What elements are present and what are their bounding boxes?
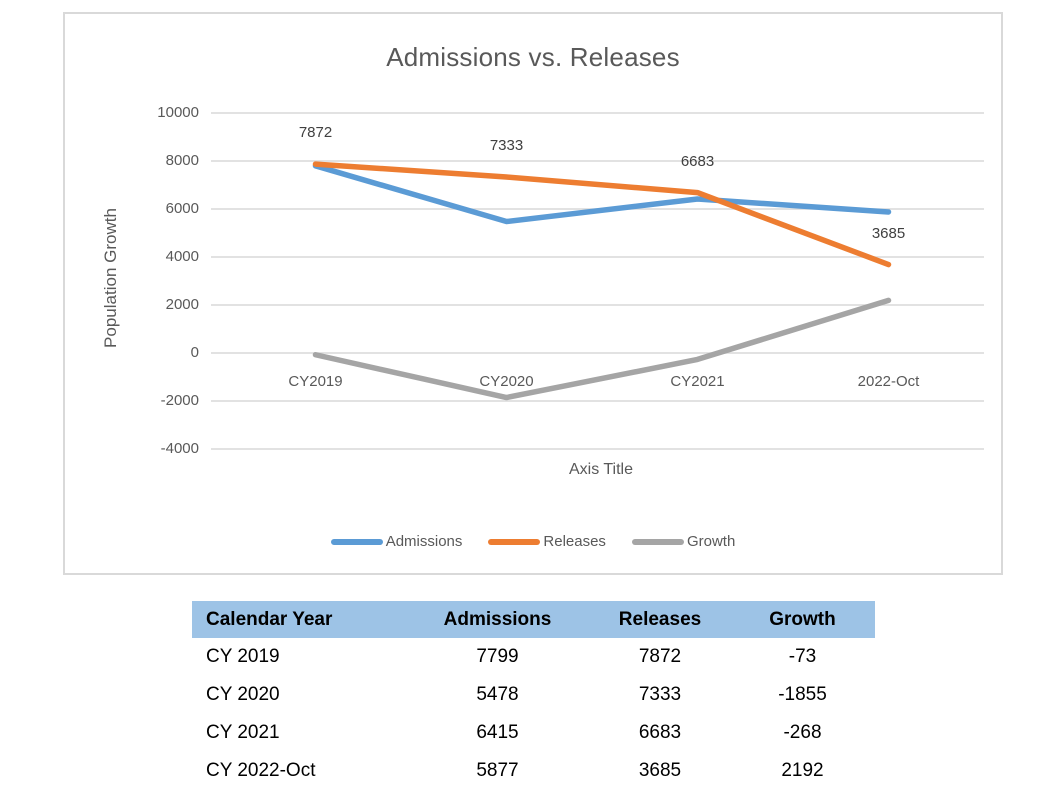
data-label: 7333	[489, 137, 524, 154]
chart-object[interactable]: Admissions vs. Releases Population Growt…	[63, 12, 1003, 575]
table-cell: 5877	[476, 760, 519, 781]
table-cell: 7799	[476, 646, 519, 667]
legend-line-icon	[330, 538, 383, 545]
table-row: CY 2019 7799 7872 -73	[192, 638, 875, 676]
table-cell: 7872	[638, 646, 682, 667]
table-cell: CY 2022-Oct	[206, 760, 316, 781]
table-header-cell: Growth	[730, 601, 875, 638]
table-cell: 6683	[638, 722, 682, 743]
table-row: CY 2021 6415 6683 -268	[192, 714, 875, 752]
x-category-label: CY2019	[288, 373, 343, 390]
y-tick-label: 6000	[165, 200, 199, 217]
table-body: CY 2019 7799 7872 -73 CY 2020 5478 7333 -1855 CY…	[192, 638, 875, 790]
legend-line-icon	[488, 538, 541, 545]
table-header-row: Calendar Year Admissions Releases Growth	[192, 601, 875, 638]
data-table: Calendar Year Admissions Releases Growth CY…	[192, 601, 875, 790]
legend-line-icon	[631, 538, 684, 545]
x-category-label: CY2020	[479, 373, 534, 390]
y-tick-label: -2000	[160, 392, 199, 409]
data-label: 7872	[298, 124, 333, 142]
table-cell: 5478	[476, 684, 519, 705]
table-row: CY 2020 5478 7333 -1855	[192, 676, 875, 714]
table-cell: 6415	[476, 722, 519, 743]
table-cell: 2192	[781, 760, 824, 781]
table-cell: 3685	[638, 760, 682, 781]
table-cell: -1855	[778, 684, 827, 705]
chart-title: Admissions vs. Releases	[386, 42, 680, 72]
chart-area: Admissions vs. Releases Population Growt…	[65, 14, 1001, 573]
legend-item-admissions: Admissions	[330, 533, 463, 550]
legend-label: Releases	[543, 533, 606, 550]
x-axis-title: Axis Title	[568, 461, 633, 478]
x-category-label: 2022-Oct	[857, 373, 920, 390]
legend-item-growth: Growth	[631, 533, 736, 550]
table-cell: CY 2021	[206, 722, 280, 743]
table-cell: CY 2020	[206, 684, 280, 705]
x-category-label: CY2021	[670, 373, 725, 390]
y-tick-label: 8000	[165, 152, 199, 169]
table-cell: 7333	[638, 684, 682, 705]
table-header-cell: Calendar Year	[192, 601, 405, 638]
plot-area	[211, 112, 984, 450]
y-tick-label: 0	[190, 344, 199, 361]
legend-label: Admissions	[385, 533, 463, 550]
table-header-cell: Releases	[590, 601, 730, 638]
chart-legend: Admissions Releases Growth	[65, 533, 1001, 550]
legend-label: Growth	[686, 533, 736, 550]
table-cell: -268	[783, 722, 822, 743]
table-header-cell: Admissions	[405, 601, 590, 638]
y-tick-label: 4000	[165, 248, 199, 265]
legend-item-releases: Releases	[488, 533, 606, 550]
y-tick-label: 10000	[157, 104, 199, 121]
table-cell: -73	[788, 646, 817, 667]
y-tick-label: 2000	[165, 296, 199, 313]
table-cell: CY 2019	[206, 646, 280, 667]
table-row: CY 2022-Oct 5877 3685 2192	[192, 752, 875, 790]
data-label: 6683	[680, 152, 715, 170]
data-label: 3685	[871, 224, 906, 242]
y-tick-label: -4000	[160, 440, 199, 457]
